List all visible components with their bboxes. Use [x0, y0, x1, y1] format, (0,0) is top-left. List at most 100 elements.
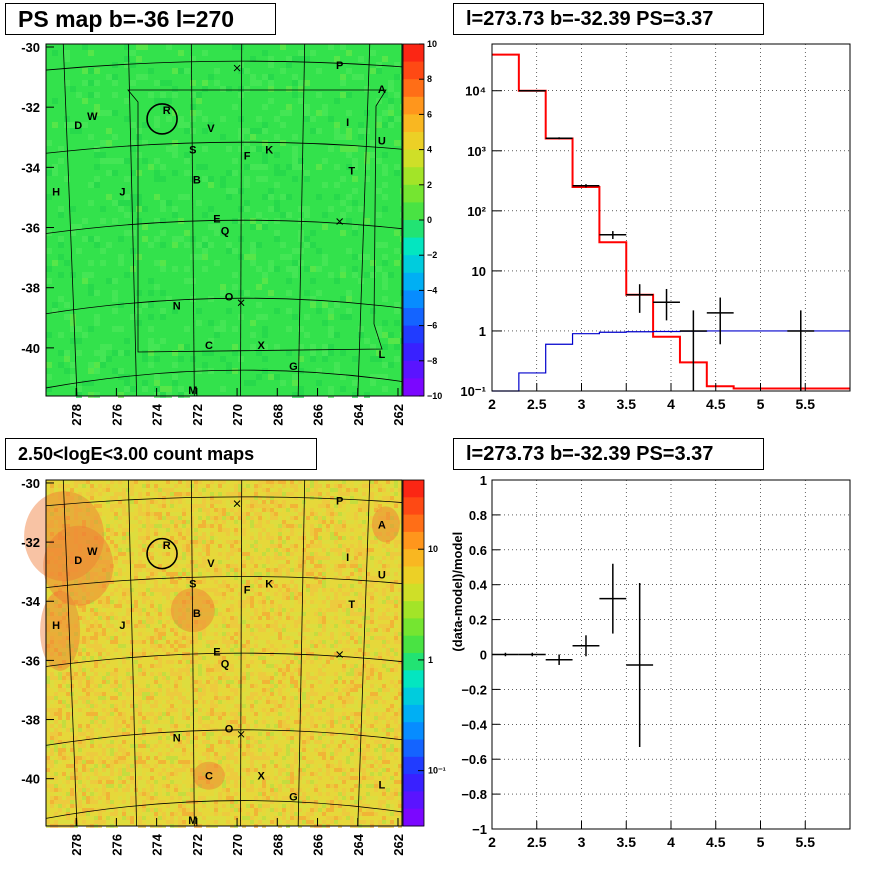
count-y-tick-label: -32 [21, 535, 40, 550]
source-label-x: X [258, 771, 266, 783]
ps-colorbar-tick: 6 [427, 109, 432, 119]
residual-y-tick-label: −0.4 [461, 717, 487, 732]
residual-y-tick-label: −0.6 [461, 752, 487, 767]
ps-x-tick-label: 264 [351, 403, 366, 425]
ps-x-tick-label: 262 [391, 404, 406, 426]
count-map-frame [45, 479, 403, 827]
source-label-a: A [378, 519, 386, 531]
count-x-tick-label: 262 [391, 834, 406, 856]
spectrum-x-tick-label: 2 [488, 396, 496, 412]
ps-x-tick-label: 272 [190, 404, 205, 426]
spectrum-y-tick-label: 10² [467, 204, 486, 219]
ps-x-tick-label: 278 [69, 404, 84, 426]
ps-x-tick-label: 274 [150, 403, 165, 425]
residual-y-axis-label: (data-model)/model [450, 532, 465, 652]
spectrum-x-tick-label: 5 [757, 396, 765, 412]
count-hotspot [192, 761, 225, 790]
source-label-m: M [188, 815, 197, 827]
residual-y-tick-label: 1 [480, 473, 487, 488]
residual-x-tick-label: 5 [757, 834, 765, 850]
source-label-s: S [189, 579, 196, 591]
count-colorbar: 10 1 10⁻¹ [402, 479, 446, 827]
roi-outline [127, 89, 387, 353]
title-spectrum: l=273.73 b=-32.39 PS=3.37 [453, 3, 764, 35]
count-colorbar-tick: 1 [428, 655, 433, 665]
spectrum-y-tick-label: 10³ [467, 144, 486, 159]
ps-colorbar-tick: −2 [427, 250, 437, 260]
title-count-map: 2.50<logE<3.00 count maps [5, 438, 317, 470]
ps-y-tick-label: -30 [21, 40, 40, 55]
ps-colorbar-tick: −6 [427, 321, 437, 331]
source-label-d: D [74, 555, 82, 567]
ps-colorbar-tick: 4 [427, 145, 432, 155]
source-label-n: N [173, 301, 181, 313]
count-y-tick-label: -38 [21, 713, 40, 728]
ps-colorbar-tick: 8 [427, 74, 432, 84]
source-label-v: V [207, 123, 215, 135]
title-ps-map: PS map b=-36 l=270 [5, 3, 276, 35]
source-label-m: M [188, 385, 197, 397]
count-y-tick-label: -30 [21, 476, 40, 491]
source-label-k: K [265, 144, 273, 156]
source-label-a: A [378, 84, 386, 96]
source-label-x: X [258, 340, 266, 352]
source-label-l: L [379, 780, 386, 792]
source-label-b: B [193, 174, 201, 186]
residual-y-tick-label: −0.2 [461, 682, 487, 697]
ps-x-tick-label: 266 [311, 404, 326, 426]
spectrum-x-tick-label: 4 [667, 396, 675, 412]
selected-source-circle [146, 103, 178, 135]
source-label-w: W [87, 546, 98, 558]
spectrum-y-tick-label: 10 [472, 264, 486, 279]
ps-y-tick-label: -40 [21, 341, 40, 356]
count-hotspot [24, 491, 105, 582]
ps-map-grid [45, 43, 403, 397]
residual-y-tick-label: 0.6 [469, 543, 487, 558]
ps-colorbar-tick: −10 [427, 391, 442, 401]
count-map-grid [45, 479, 403, 827]
source-label-r: R [163, 105, 171, 117]
source-cross-marker [233, 64, 241, 72]
source-label-t: T [348, 165, 355, 177]
ps-map-noise [46, 44, 406, 398]
source-label-g: G [289, 791, 298, 803]
spectrum-x-tick-label: 4.5 [706, 396, 726, 412]
count-y-tick-label: -40 [21, 772, 40, 787]
spectrum-y-tick-label: 1 [479, 324, 486, 339]
source-label-h: H [52, 186, 60, 198]
count-map-panel: -30 -32 -34 -36 -38 -40 278 276 274 272 270 268 266 2… [21, 476, 406, 856]
source-label-u: U [378, 570, 386, 582]
count-colorbar-tick: 10 [428, 544, 438, 554]
residual-x-tick-label: 5.5 [796, 834, 816, 850]
count-x-tick-label: 270 [230, 834, 245, 856]
residual-y-tick-label: 0.4 [469, 578, 488, 593]
spectrum-x-tick-label: 2.5 [527, 396, 547, 412]
source-label-e: E [213, 213, 220, 225]
source-label-w: W [87, 111, 98, 123]
spectrum-x-tick-label: 5.5 [796, 396, 816, 412]
source-label-n: N [173, 732, 181, 744]
count-y-tick-label: -36 [21, 653, 40, 668]
spectrum-plot: 2 2.5 3 3.5 4 4.5 5 5.5 10⁻¹ 1 10 10² 10³ 10⁴ [460, 43, 851, 412]
ps-colorbar: 10 8 6 4 2 0 −2 −4 −6 −8 −10 [402, 39, 442, 401]
count-x-tick-label: 276 [109, 834, 124, 856]
source-label-h: H [52, 620, 60, 632]
residual-x-tick-label: 2.5 [527, 834, 547, 850]
ps-y-tick-label: -38 [21, 281, 40, 296]
ps-x-tick-label: 276 [109, 404, 124, 426]
count-x-tick-label: 268 [270, 834, 285, 856]
source-label-q: Q [221, 226, 230, 238]
spectrum-y-tick-label: 10⁻¹ [460, 384, 486, 399]
count-x-tick-label: 274 [150, 833, 165, 855]
residual-y-tick-label: −1 [472, 822, 487, 837]
residual-y-tick-label: −0.8 [461, 787, 487, 802]
source-label-c: C [205, 771, 213, 783]
residual-x-tick-label: 3.5 [617, 834, 637, 850]
source-label-j: J [119, 620, 125, 632]
residual-x-tick-label: 4.5 [706, 834, 726, 850]
count-x-tick-label: 266 [311, 834, 326, 856]
source-label-c: C [205, 340, 213, 352]
source-label-u: U [378, 135, 386, 147]
residual-x-tick-label: 3 [578, 834, 586, 850]
ps-x-tick-label: 270 [230, 404, 245, 426]
